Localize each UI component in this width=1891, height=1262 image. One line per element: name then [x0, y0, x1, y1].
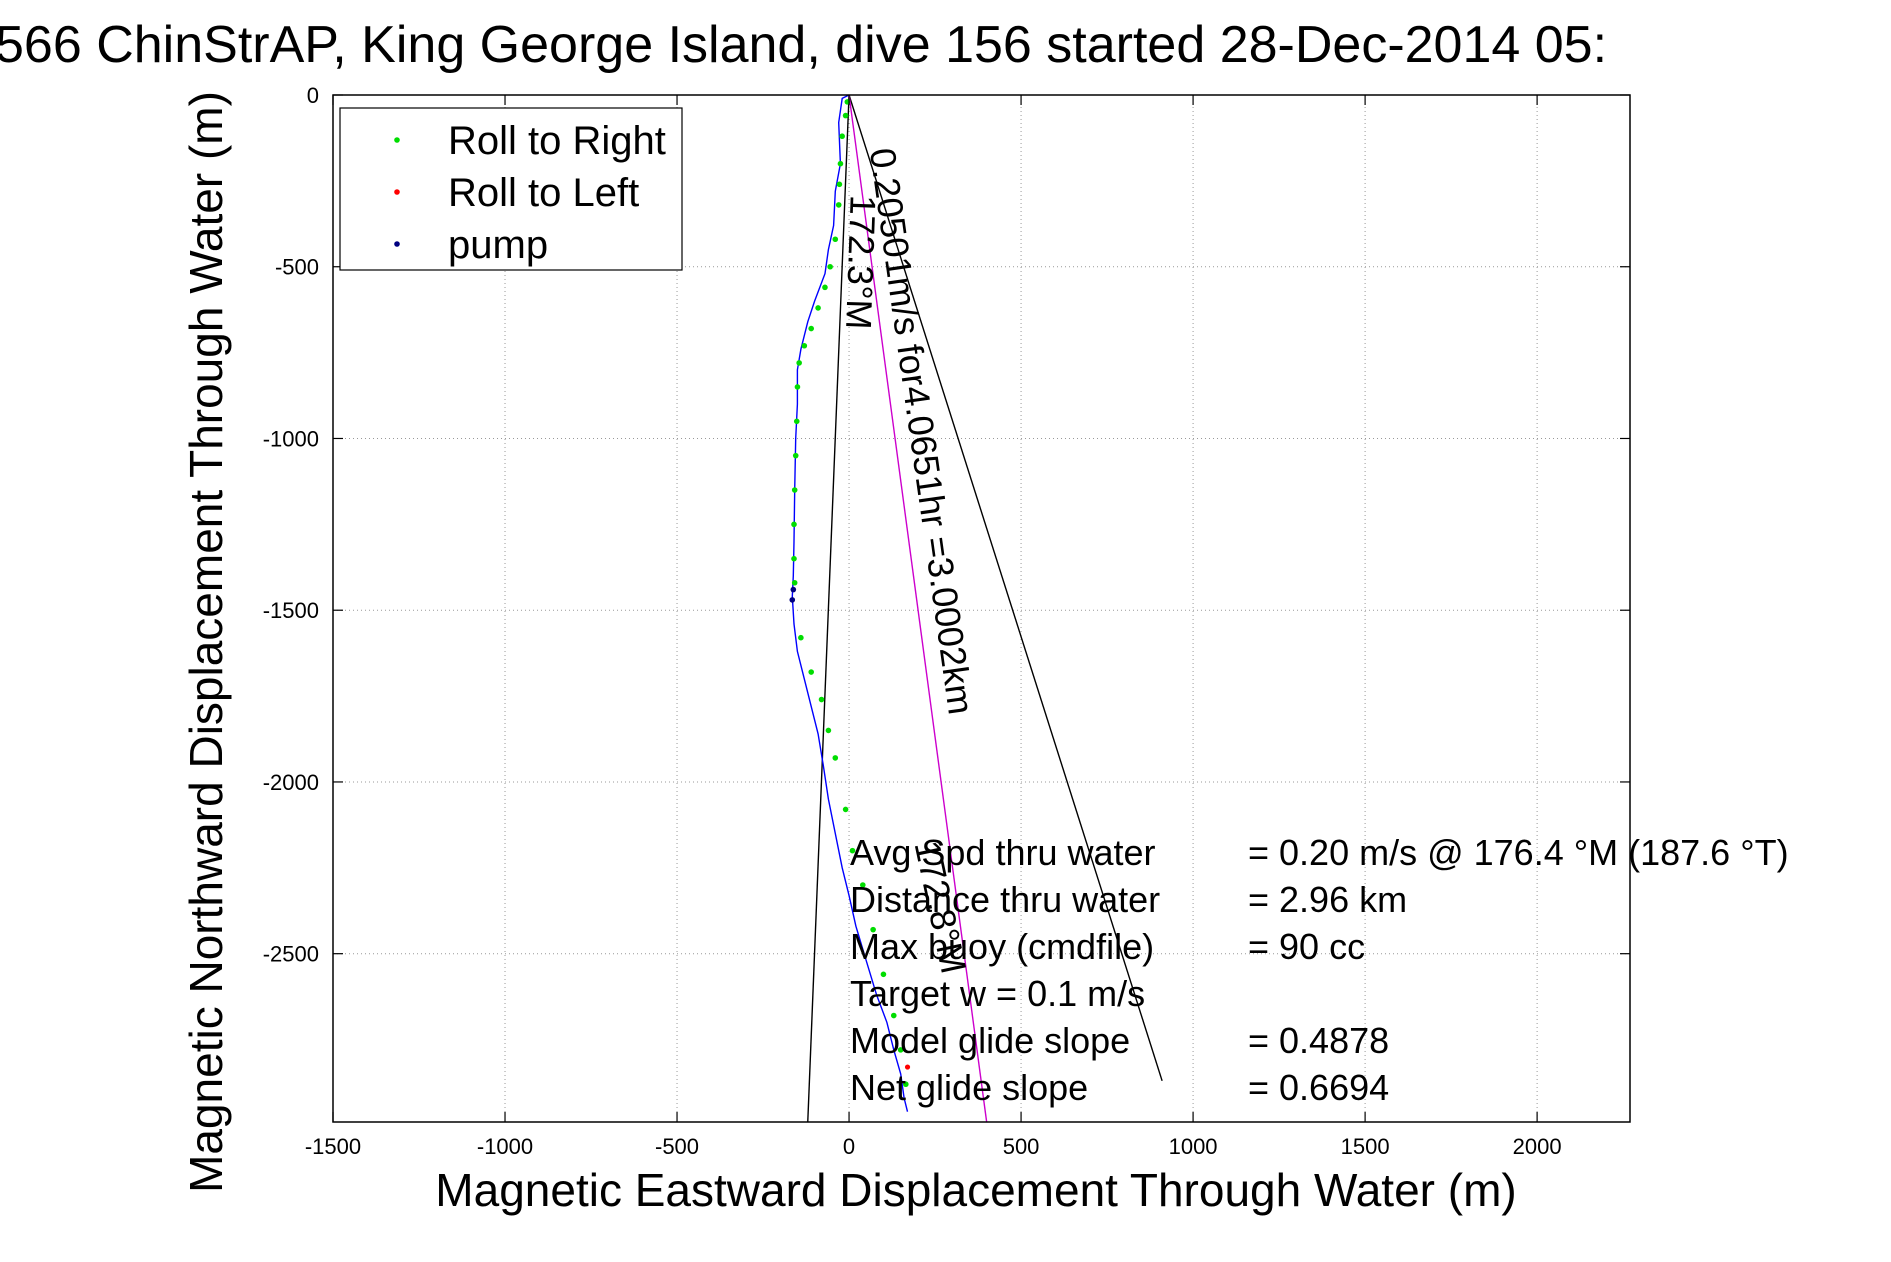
- stats-block: Avg Spd thru water = 0.20 m/s @ 176.4 °M …: [850, 832, 1789, 1108]
- stat-label: Net glide slope: [850, 1067, 1088, 1108]
- x-tick-label: 1000: [1169, 1134, 1218, 1159]
- y-tick-label: -2500: [263, 942, 319, 967]
- roll-right-point: [832, 755, 839, 761]
- y-axis-label: Magnetic Northward Displacement Through …: [180, 91, 232, 1193]
- black-line-2: [807, 94, 850, 1123]
- stat-label: Model glide slope: [850, 1020, 1130, 1061]
- roll-right-point: [860, 882, 866, 888]
- stat-value: = 90 cc: [1248, 926, 1365, 967]
- roll-right-point: [827, 263, 833, 270]
- roll-right-point: [792, 452, 799, 459]
- roll-right-point: [849, 847, 856, 854]
- roll-right-point: [791, 579, 798, 586]
- chart-title: 566 ChinStrAP, King George Island, dive …: [0, 16, 1607, 74]
- y-tick-label: -1500: [263, 598, 319, 623]
- roll-right-point: [791, 555, 797, 562]
- roll-right-point: [870, 926, 876, 933]
- legend-marker: [394, 189, 400, 195]
- axis-ticks: -1500 -1000 -500 0 500 1000 1500 2000 0 -500 -1000…: [263, 83, 1630, 1159]
- roll-right-point: [835, 202, 842, 208]
- y-tick-label: 0: [307, 83, 319, 108]
- roll-right-point: [798, 634, 804, 641]
- x-tick-label: -1500: [305, 1134, 361, 1159]
- roll-right-point: [793, 418, 800, 425]
- x-tick-label: 0: [843, 1134, 855, 1159]
- stat-label: Avg Spd thru water: [850, 832, 1156, 873]
- legend: Roll to Right Roll to Left pump: [339, 107, 683, 271]
- roll-right-point: [808, 325, 815, 332]
- roll-right-point: [822, 284, 828, 291]
- legend-label: pump: [448, 223, 548, 267]
- roll-right-point: [842, 112, 849, 119]
- roll-right-point: [880, 971, 887, 978]
- x-tick-label: -1000: [477, 1134, 533, 1159]
- stat-label: Target w = 0.1 m/s: [850, 973, 1145, 1014]
- roll-right-point: [836, 181, 843, 188]
- pump-point: [789, 597, 796, 603]
- roll-right-point: [808, 669, 815, 675]
- roll-right-point: [825, 727, 832, 734]
- roll-right-point: [842, 806, 849, 813]
- y-tick-label: -2000: [263, 770, 319, 795]
- plot-series: [789, 94, 1163, 1123]
- roll-right-point: [837, 160, 844, 167]
- magenta-line: [848, 94, 988, 1123]
- x-tick-label: 500: [1003, 1134, 1040, 1159]
- black-line-1: [848, 94, 1163, 1081]
- roll-right-point: [890, 1012, 897, 1019]
- pump-point: [790, 586, 797, 593]
- roll-right-point: [897, 1047, 904, 1053]
- axes-box: [332, 94, 1631, 1123]
- stat-value: = 0.4878: [1248, 1020, 1389, 1061]
- legend-label: Roll to Right: [448, 119, 666, 163]
- x-tick-label: -500: [655, 1134, 699, 1159]
- legend-label: Roll to Left: [448, 171, 639, 215]
- roll-right-point: [794, 384, 801, 390]
- dive-track-line: [791, 94, 909, 1112]
- roll-right-point: [796, 360, 802, 366]
- stat-value: = 2.96 km: [1248, 879, 1407, 920]
- stat-label: Distance thru water: [850, 879, 1160, 920]
- roll-right-point: [791, 487, 798, 493]
- stat-label: Max buoy (cmdfile): [850, 926, 1154, 967]
- legend-marker: [394, 241, 400, 247]
- line-annotation: 172.3°M: [838, 194, 884, 330]
- x-axis-label: Magnetic Eastward Displacement Through W…: [435, 1164, 1516, 1216]
- legend-marker: [394, 137, 400, 143]
- roll-right-point: [801, 342, 808, 349]
- roll-right-point: [839, 133, 845, 140]
- roll-left-point: [904, 1064, 911, 1070]
- roll-right-point: [818, 696, 825, 703]
- roll-right-point: [903, 1081, 909, 1088]
- x-tick-label: 1500: [1341, 1134, 1390, 1159]
- y-tick-label: -500: [275, 255, 319, 280]
- roll-right-point: [832, 236, 839, 243]
- roll-right-point: [815, 305, 821, 311]
- stat-value: = 0.6694: [1248, 1067, 1389, 1108]
- x-tick-label: 2000: [1513, 1134, 1562, 1159]
- stat-value: = 0.20 m/s @ 176.4 °M (187.6 °T): [1248, 832, 1789, 873]
- y-tick-label: -1000: [263, 426, 319, 451]
- roll-right-point: [791, 521, 797, 528]
